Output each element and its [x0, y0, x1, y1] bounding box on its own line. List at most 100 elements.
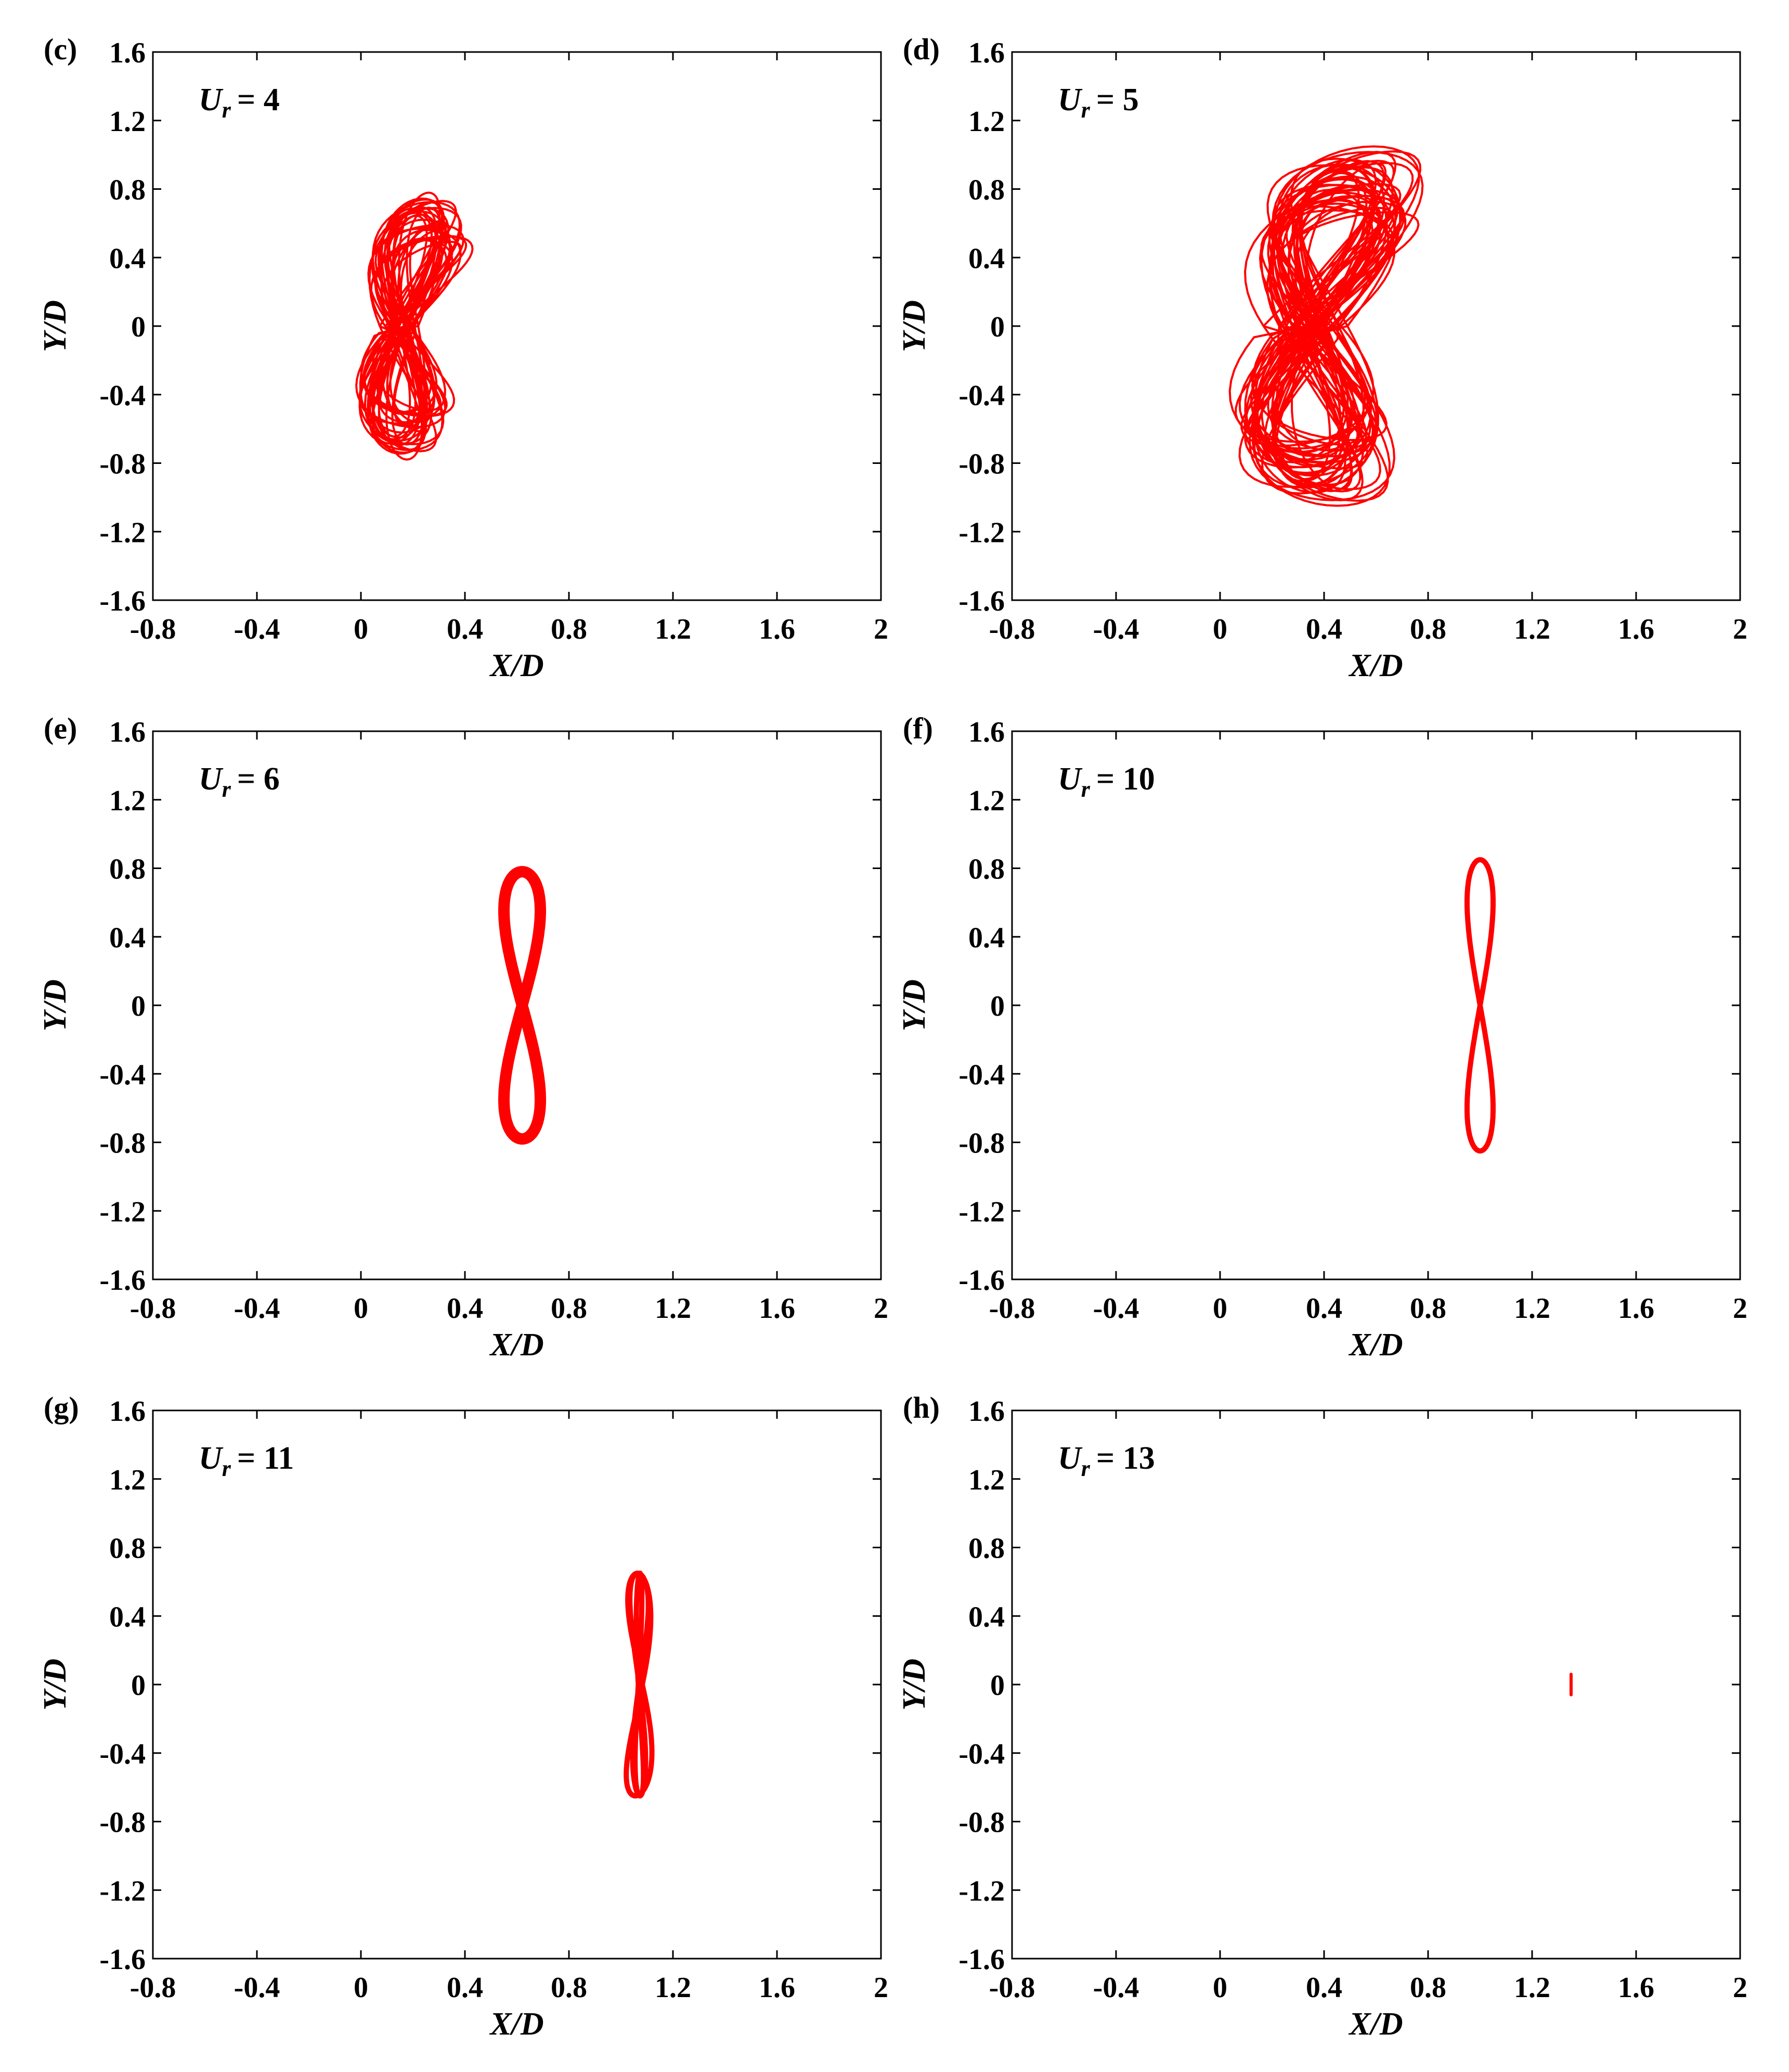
y-tick-label: 0.8	[968, 853, 1005, 886]
y-tick-label: -0.8	[99, 1807, 146, 1839]
y-tick-label: 0.8	[109, 853, 146, 886]
ur-value: = 10	[1096, 761, 1155, 797]
y-tick-label: 0.4	[109, 1601, 146, 1633]
x-tick-label: -0.8	[130, 613, 176, 645]
x-tick-label: 0	[1213, 613, 1227, 645]
x-tick-label: 0.8	[551, 1972, 587, 2004]
y-tick-label: -1.6	[958, 1264, 1005, 1297]
y-tick-label: 0.4	[109, 242, 146, 275]
x-tick-label: 1.2	[655, 613, 691, 645]
ur-value: = 4	[237, 82, 280, 118]
y-axis-label: Y/D	[37, 300, 73, 352]
ur-value: = 6	[237, 761, 280, 797]
ur-symbol: U	[199, 82, 224, 118]
y-tick-label: 1.6	[109, 37, 146, 69]
panel-d: -0.8 -0.4 0 0.4 0.8 1.2 1.6 2 -1.6 -1.2 -0.8 -0.4 0 0…	[897, 32, 1747, 683]
y-tick-label: -0.8	[99, 1128, 146, 1160]
ur-subscript: r	[222, 97, 231, 123]
x-tick-label: 1.6	[759, 613, 795, 645]
y-tick-label: 0	[990, 990, 1005, 1022]
y-tick-label: 0.4	[968, 242, 1005, 275]
x-tick-label: 0	[354, 613, 368, 645]
x-tick-label: 2	[1733, 613, 1747, 645]
y-tick-label: 0	[131, 990, 146, 1022]
y-tick-label: 1.2	[968, 785, 1005, 817]
x-tick-label: 2	[874, 1292, 888, 1325]
axes-frame	[1011, 730, 1741, 1280]
x-axis-label: X/D	[489, 1327, 543, 1363]
ur-subscript: r	[1081, 97, 1091, 123]
y-tick-label: -1.6	[958, 585, 1005, 617]
panel-f: -0.8 -0.4 0 0.4 0.8 1.2 1.6 2 -1.6 -1.2 -0.8 -0.4 0 0…	[897, 711, 1747, 1363]
y-tick-label: 0	[990, 1669, 1005, 1702]
reduced-velocity-annotation: Ur = 6	[199, 761, 280, 802]
panel-label: (d)	[903, 32, 940, 66]
x-tick-label: 0	[354, 1292, 368, 1325]
y-tick-label: -0.4	[958, 1059, 1005, 1091]
x-axis-label: X/D	[489, 648, 543, 683]
ur-subscript: r	[1081, 776, 1091, 802]
x-tick-label: 1.6	[1618, 1292, 1654, 1325]
x-tick-label: -0.8	[989, 613, 1035, 645]
x-tick-label: -0.4	[1093, 1972, 1139, 2004]
x-tick-label: 0.4	[1306, 613, 1342, 645]
y-tick-label: 1.2	[968, 106, 1005, 138]
x-tick-label: 1.2	[655, 1972, 691, 2004]
y-tick-label: -0.8	[958, 1128, 1005, 1160]
y-tick-label: 0.8	[968, 1533, 1005, 1565]
y-axis-label: Y/D	[37, 979, 73, 1031]
axes-frame	[1011, 51, 1741, 601]
reduced-velocity-annotation: Ur = 4	[199, 82, 280, 123]
y-tick-label: -1.2	[958, 516, 1005, 549]
x-tick-label: 1.2	[1514, 613, 1550, 645]
x-tick-label: 1.2	[655, 1292, 691, 1325]
y-tick-label: 0	[990, 311, 1005, 343]
y-tick-label: -1.2	[99, 1196, 146, 1228]
x-tick-label: 1.6	[1618, 613, 1654, 645]
panel-label: (g)	[44, 1391, 79, 1424]
ur-value: = 5	[1096, 82, 1139, 118]
x-tick-label: 1.2	[1514, 1292, 1550, 1325]
x-tick-label: 1.2	[1514, 1972, 1550, 2004]
x-tick-label: 1.6	[759, 1972, 795, 2004]
ur-symbol: U	[1058, 82, 1083, 118]
y-axis-label: Y/D	[897, 979, 932, 1031]
y-axis-label: Y/D	[897, 1659, 932, 1711]
y-tick-label: -0.4	[99, 1059, 146, 1091]
x-tick-label: 0	[354, 1972, 368, 2004]
y-tick-label: 0.4	[109, 922, 146, 954]
x-tick-label: 0.4	[1306, 1972, 1342, 2004]
y-tick-label: -1.6	[99, 1944, 146, 1976]
y-tick-label: 0.4	[968, 922, 1005, 954]
y-tick-label: 0.8	[968, 174, 1005, 206]
trajectory-line	[624, 1570, 655, 1799]
panel-label: (h)	[903, 1391, 940, 1424]
y-tick-label: -0.4	[99, 1738, 146, 1770]
ur-symbol: U	[1058, 761, 1083, 797]
x-axis-label: X/D	[1348, 1327, 1403, 1363]
y-tick-label: -1.2	[99, 516, 146, 549]
panel-label: (c)	[44, 32, 77, 66]
x-tick-label: 0.4	[447, 613, 483, 645]
y-tick-label: -0.4	[99, 380, 146, 412]
y-tick-label: 1.2	[968, 1464, 1005, 1496]
panel-h: -0.8 -0.4 0 0.4 0.8 1.2 1.6 2 -1.6 -1.2 -0.8 -0.4 0 0…	[897, 1391, 1747, 2042]
ur-symbol: U	[1058, 1441, 1083, 1476]
x-tick-label: 0.8	[1410, 613, 1446, 645]
y-tick-label: 1.6	[968, 37, 1005, 69]
x-tick-label: -0.8	[989, 1292, 1035, 1325]
x-axis-label: X/D	[1348, 648, 1403, 683]
panel-c: -0.8 -0.4 0 0.4 0.8 1.2 1.6 2 -1.6 -1.2 -0.8 -0.4 0 0…	[37, 32, 888, 683]
y-tick-label: -1.6	[99, 1264, 146, 1297]
ur-subscript: r	[222, 1456, 231, 1481]
trajectory-line	[1464, 857, 1496, 1154]
panel-label: (f)	[903, 711, 933, 745]
x-tick-label: 2	[874, 613, 888, 645]
axes-frame	[152, 1409, 882, 1960]
x-tick-label: 0.8	[1410, 1972, 1446, 2004]
ur-symbol: U	[199, 1441, 224, 1476]
trajectory-line	[498, 866, 546, 1145]
reduced-velocity-annotation: Ur = 5	[1058, 82, 1139, 123]
y-tick-label: -1.2	[958, 1196, 1005, 1228]
